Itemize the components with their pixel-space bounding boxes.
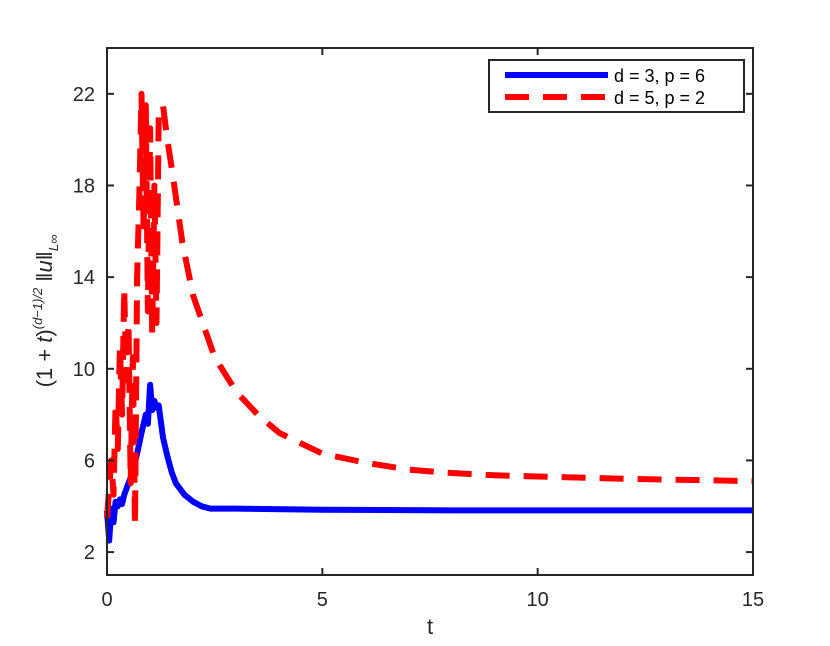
y-tick-label: 2 bbox=[84, 542, 95, 564]
svg-text:(1 + t)(d−1)/2 ‖u‖L∞: (1 + t)(d−1)/2 ‖u‖L∞ bbox=[30, 235, 61, 388]
x-tick-label: 0 bbox=[101, 589, 112, 611]
series-layer bbox=[104, 90, 754, 544]
legend: d = 3, p = 6 d = 5, p = 2 bbox=[488, 59, 745, 113]
legend-label-series-2: d = 5, p = 2 bbox=[614, 88, 705, 108]
legend-label-series-1: d = 3, p = 6 bbox=[614, 66, 705, 86]
y-tick-label: 10 bbox=[73, 359, 95, 381]
series-line-2 bbox=[104, 90, 754, 528]
y-tick-label: 18 bbox=[73, 175, 95, 197]
legend-box bbox=[488, 59, 745, 113]
x-tick-label: 15 bbox=[742, 589, 764, 611]
plot-area-background bbox=[107, 48, 753, 575]
y-axis-label: (1 + t)(d−1)/2 ‖u‖L∞ bbox=[30, 235, 61, 388]
series-line-1 bbox=[104, 381, 753, 544]
y-tick-label: 6 bbox=[84, 450, 95, 472]
x-tick-label: 5 bbox=[317, 589, 328, 611]
tick-layer: 0 5 10 15 2 6 10 14 18 22 bbox=[73, 48, 764, 611]
y-tick-label: 14 bbox=[73, 267, 95, 289]
x-axis-label: t bbox=[427, 614, 433, 639]
y-tick-label: 22 bbox=[73, 84, 95, 106]
x-tick-label: 10 bbox=[527, 589, 549, 611]
plot-area-frame bbox=[106, 47, 754, 576]
